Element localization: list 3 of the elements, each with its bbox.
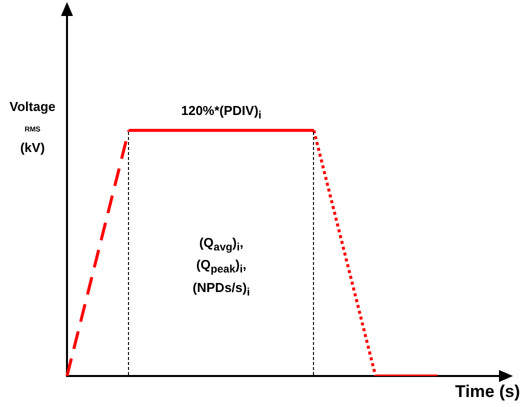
x-axis-title: Time (s) bbox=[455, 382, 520, 402]
text: (Q$_{avg}$)$_{i}$, (Q$_{peak}$)$_{i}$, (NPDs/s)$_{i}$ bbox=[192, 234, 250, 298]
text: 120%*(PDIV)$_{i}$ bbox=[180, 102, 262, 124]
